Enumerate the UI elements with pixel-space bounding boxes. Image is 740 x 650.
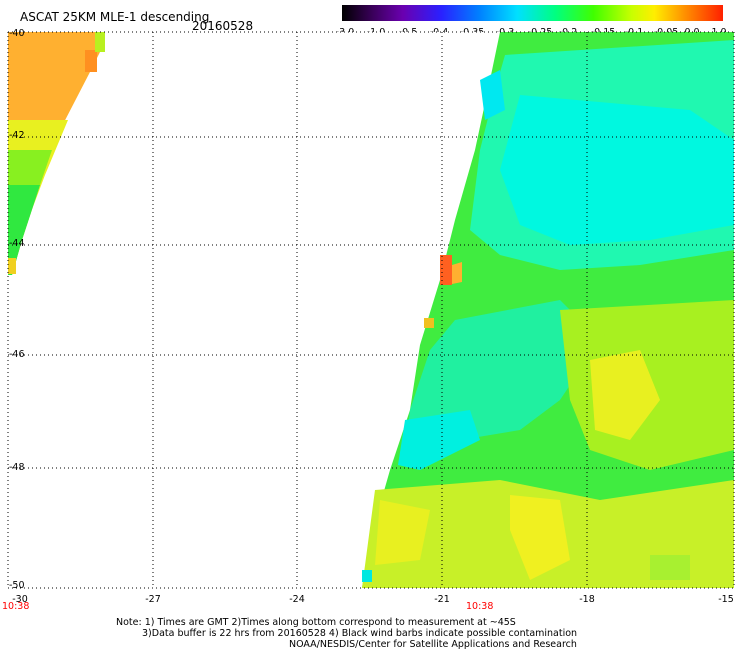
lat-label: -42 bbox=[9, 130, 25, 141]
lat-label: -46 bbox=[9, 349, 25, 360]
note-line-1: Note: 1) Times are GMT 2)Times along bot… bbox=[116, 617, 516, 628]
lat-label: -40 bbox=[9, 28, 25, 39]
graticule bbox=[7, 31, 735, 589]
lat-label: -44 bbox=[9, 238, 25, 249]
colorbar bbox=[342, 5, 723, 21]
lat-label: -48 bbox=[9, 462, 25, 473]
lon-label: -30 bbox=[12, 594, 28, 605]
product-date: 20160528 bbox=[192, 19, 254, 33]
lon-label: -24 bbox=[289, 594, 305, 605]
lon-label: -15 bbox=[718, 594, 734, 605]
lat-label: -50 bbox=[9, 580, 25, 591]
credit-line: NOAA/NESDIS/Center for Satellite Applica… bbox=[289, 639, 577, 650]
swath-time-label: 10:38 bbox=[466, 601, 494, 612]
product-title: ASCAT 25KM MLE-1 descending bbox=[20, 10, 210, 24]
lon-label: -27 bbox=[145, 594, 161, 605]
note-line-2: 3)Data buffer is 22 hrs from 20160528 4)… bbox=[142, 628, 578, 639]
west-swath bbox=[8, 32, 105, 275]
east-swath bbox=[362, 32, 734, 588]
swath-time-label: 10:38 bbox=[2, 601, 30, 612]
lon-label: -18 bbox=[579, 594, 595, 605]
lon-label: -21 bbox=[434, 594, 450, 605]
